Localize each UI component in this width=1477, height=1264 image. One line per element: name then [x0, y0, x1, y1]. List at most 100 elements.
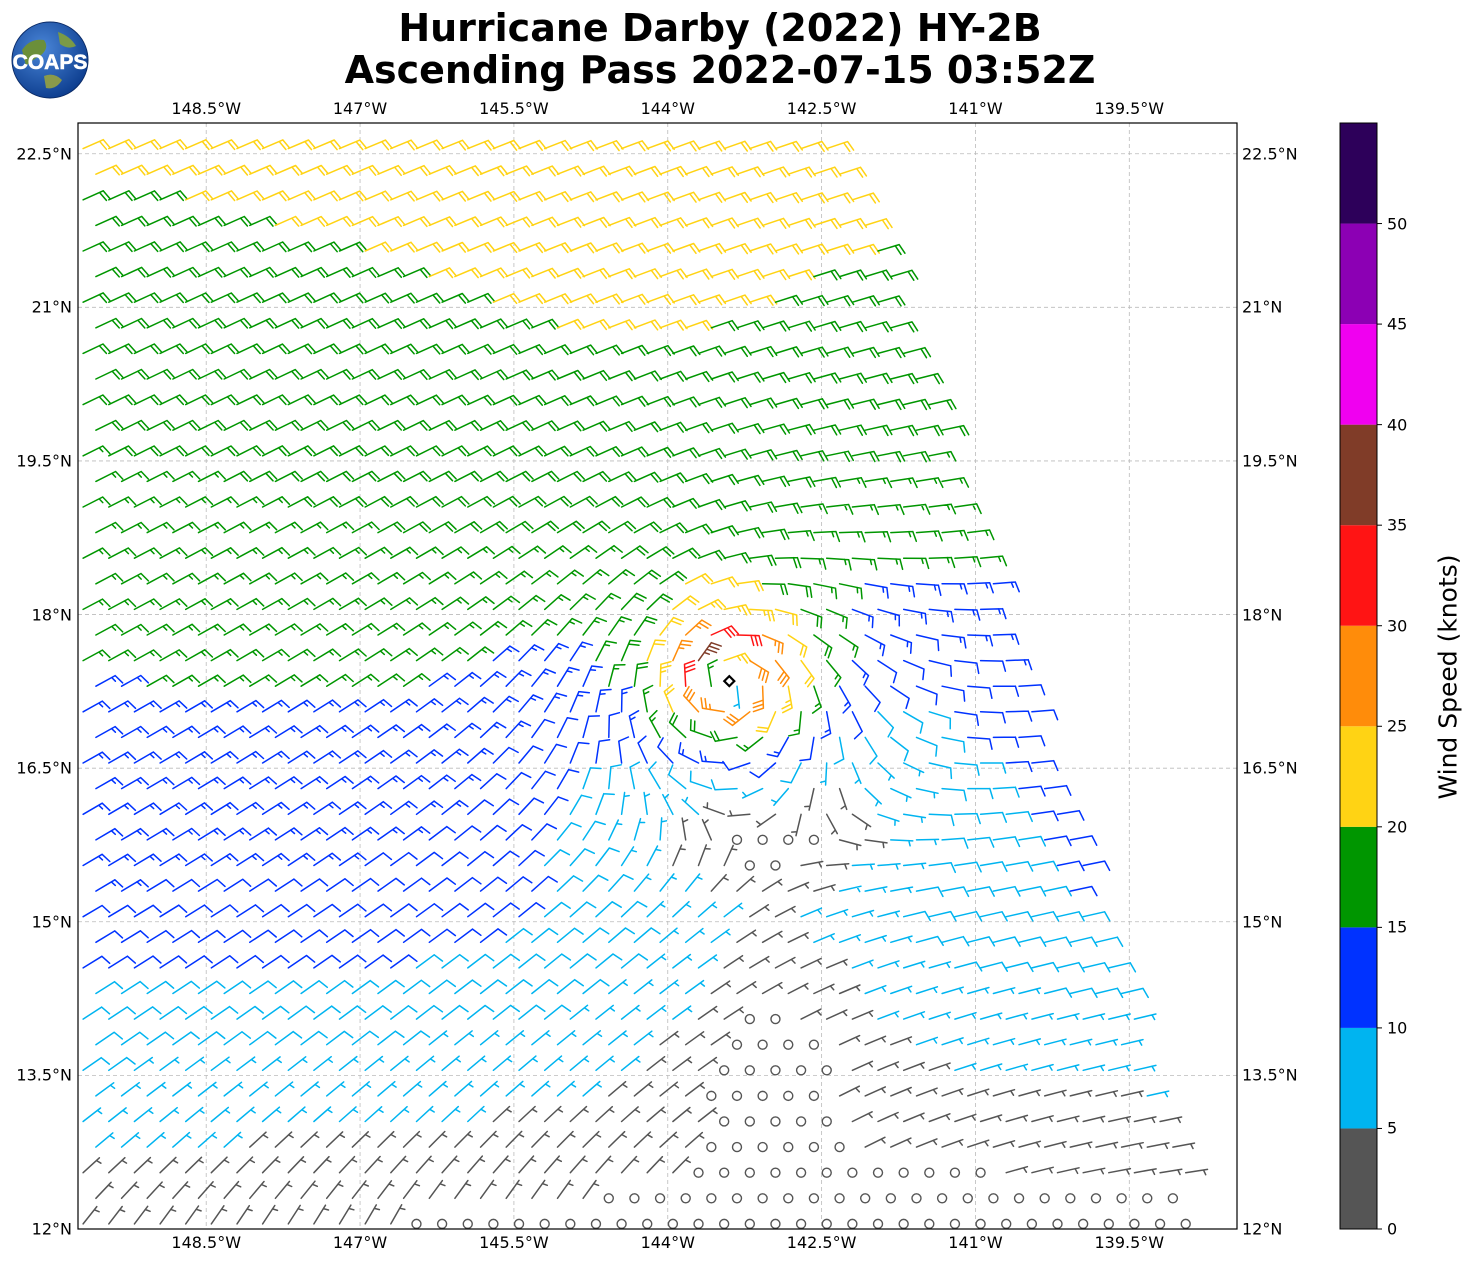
- wind-barb: [184, 241, 214, 253]
- wind-barb: [556, 369, 586, 381]
- wind-barb: [851, 1060, 874, 1072]
- wind-barb: [377, 622, 406, 636]
- wind-barb: [633, 1030, 654, 1046]
- wind-barb: [727, 810, 751, 817]
- wind-barb: [646, 242, 675, 254]
- wind-barb: [1108, 1167, 1132, 1175]
- wind-barb-calm: [821, 1218, 832, 1229]
- wind-barb-calm: [718, 1116, 730, 1127]
- wind-barb: [300, 827, 329, 841]
- wind-barb: [454, 470, 483, 483]
- wind-barb: [120, 930, 149, 944]
- wind-barb: [120, 317, 150, 329]
- wind-barb: [146, 1081, 167, 1097]
- wind-barb: [902, 398, 932, 411]
- wind-barb: [800, 907, 823, 918]
- wind-barb: [800, 1008, 822, 1020]
- wind-barb: [992, 836, 1021, 848]
- wind-barb: [351, 572, 380, 585]
- wind-barb: [668, 712, 687, 739]
- wind-barb: [646, 395, 675, 408]
- wind-barb-calm: [680, 1193, 691, 1204]
- wind-barb: [133, 292, 163, 304]
- wind-barb-calm: [808, 834, 820, 846]
- wind-barb-calm: [1116, 1193, 1127, 1204]
- wind-barb: [774, 608, 798, 627]
- wind-barb: [377, 1180, 395, 1200]
- wind-barb: [172, 827, 201, 841]
- wind-barb: [787, 166, 816, 178]
- wind-barb: [1043, 936, 1073, 947]
- wind-barb: [95, 674, 124, 687]
- wind-barb: [313, 241, 342, 253]
- wind-barb: [120, 1181, 140, 1200]
- wind-barb-calm: [488, 1218, 499, 1229]
- wind-barb: [595, 140, 624, 152]
- wind-barb: [236, 801, 265, 816]
- wind-barb-calm: [911, 1193, 922, 1204]
- wind-barb: [1069, 1089, 1093, 1097]
- colorbar-tick-label: 35: [1387, 515, 1408, 535]
- wind-barb: [749, 762, 777, 779]
- wind-barb: [633, 1131, 653, 1148]
- wind-barb-calm: [795, 1167, 807, 1178]
- wind-barb: [518, 545, 547, 559]
- wind-barb: [646, 900, 666, 918]
- wind-barb: [120, 980, 149, 995]
- wind-barb: [684, 1131, 705, 1148]
- wind-barb: [236, 1156, 256, 1174]
- wind-barb: [1043, 1038, 1067, 1046]
- wind-barb: [1095, 1141, 1119, 1149]
- wind-barb: [108, 955, 137, 969]
- wind-barb-calm: [731, 1193, 743, 1204]
- wind-barb: [928, 556, 956, 569]
- wind-barb: [569, 395, 598, 407]
- wind-barb: [543, 545, 572, 559]
- wind-barb: [582, 569, 610, 585]
- wind-barb: [838, 531, 866, 543]
- wind-barb: [249, 419, 278, 431]
- wind-barb: [351, 215, 381, 228]
- wind-barb: [825, 346, 855, 358]
- wind-barb: [133, 241, 163, 253]
- wind-barb: [82, 445, 111, 457]
- wind-barb: [700, 697, 725, 713]
- wind-barb: [1069, 835, 1098, 846]
- wind-barb: [1056, 1012, 1080, 1020]
- wind-barb: [1082, 962, 1111, 973]
- wind-barb: [684, 927, 705, 944]
- wind-barb: [479, 216, 509, 228]
- wind-barb: [1082, 1064, 1106, 1072]
- wind-barb: [954, 1062, 977, 1072]
- wind-barb: [620, 639, 642, 662]
- wind-barb: [261, 496, 291, 508]
- wind-barb: [928, 813, 955, 827]
- wind-barb: [1133, 1064, 1157, 1072]
- wind-barb: [454, 825, 482, 841]
- wind-barb: [428, 979, 457, 995]
- wind-barb: [518, 902, 546, 918]
- wind-barb: [569, 1155, 588, 1174]
- wind-barb: [556, 318, 586, 330]
- wind-barb: [800, 860, 824, 868]
- wind-barb: [274, 164, 304, 176]
- wind-barb: [377, 826, 405, 841]
- wind-barb: [351, 622, 380, 636]
- wind-barb: [338, 750, 367, 764]
- wind-barb-calm: [924, 1218, 935, 1229]
- wind-barb: [761, 981, 783, 995]
- wind-barb: [261, 343, 291, 355]
- wind-barb: [120, 1081, 141, 1097]
- wind-barb: [774, 397, 803, 410]
- wind-barb: [325, 215, 355, 227]
- wind-barb: [569, 1055, 590, 1072]
- wind-barb: [992, 786, 1020, 798]
- wind-barb: [1120, 987, 1149, 999]
- wind-barb: [838, 634, 859, 658]
- wind-barb: [428, 470, 457, 483]
- wind-barb: [633, 268, 663, 280]
- wind-barb: [749, 659, 770, 684]
- wind-barb: [223, 572, 252, 585]
- wind-barb: [672, 345, 701, 357]
- wind-barb: [684, 523, 714, 535]
